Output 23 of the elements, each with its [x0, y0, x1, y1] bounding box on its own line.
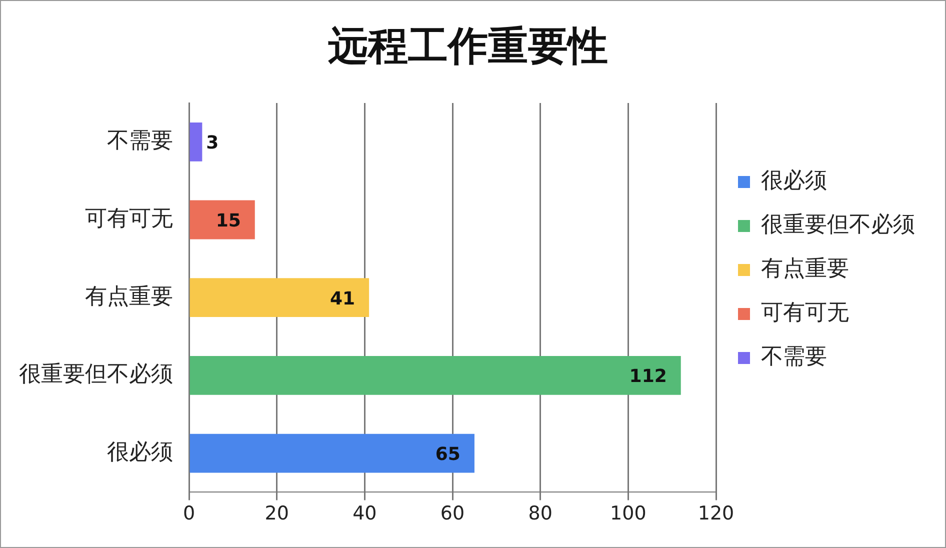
data-label: 3	[206, 132, 219, 154]
x-tick-label: 40	[352, 502, 377, 525]
legend-label: 有点重要	[761, 256, 849, 282]
x-tick-label: 120	[698, 502, 734, 525]
legend-label: 不需要	[761, 344, 827, 370]
y-tick-label: 可有可无	[85, 206, 173, 232]
legend-label: 可有可无	[761, 300, 849, 326]
chart-title: 远程工作重要性	[328, 22, 608, 70]
y-tick-label: 很必须	[107, 440, 173, 465]
x-tick-label: 100	[610, 502, 646, 525]
x-tick-label: 80	[528, 502, 552, 525]
y-tick-label: 很重要但不必须	[19, 362, 173, 388]
x-tick-label: 20	[264, 502, 289, 525]
x-tick-label: 60	[440, 502, 465, 525]
x-tick-label: 0	[182, 502, 196, 525]
data-label: 65	[435, 444, 460, 465]
y-tick-label: 不需要	[107, 128, 173, 154]
legend-label: 很必须	[761, 168, 827, 194]
data-label: 15	[216, 210, 241, 232]
data-label: 41	[330, 288, 356, 310]
y-tick-label: 有点重要	[85, 284, 173, 310]
legend-label: 很重要但不必须	[761, 212, 915, 238]
data-label: 112	[629, 366, 667, 388]
